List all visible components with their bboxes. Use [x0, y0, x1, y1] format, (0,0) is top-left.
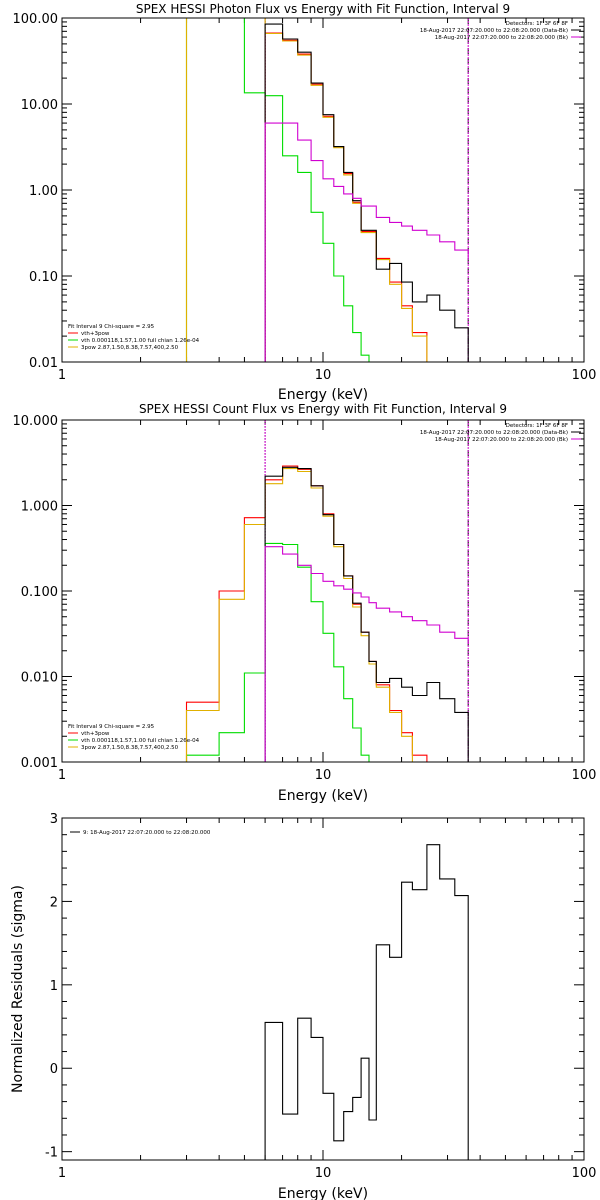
- series-data-bk: [264, 23, 469, 362]
- legend-entry: 3pow 2.87,1.50,8.38,7.57,400,2.50: [81, 745, 179, 751]
- y-tick-label: 2: [50, 895, 58, 910]
- legend-entry: vth 0.000118,1.57,1.00 full chian 1.26e-…: [81, 338, 200, 344]
- x-tick-label: 10: [315, 1166, 332, 1181]
- y-tick-label: 0.01: [29, 356, 58, 371]
- x-axis-label: Energy (keV): [278, 788, 368, 804]
- legend-entry: vth+3pow: [81, 731, 110, 737]
- legend-entry: 18-Aug-2017 22:07:20.000 to 22:08:20.000…: [435, 437, 568, 443]
- series-bk: [264, 122, 469, 362]
- legend-entry: vth+3pow: [81, 331, 110, 337]
- legend-entry: 9: 18-Aug-2017 22:07:20.000 to 22:08:20.…: [83, 830, 211, 836]
- legend-entry: vth 0.000118,1.57,1.00 full chian 1.26e-…: [81, 738, 200, 744]
- legend-entry: Fit Interval 9 Chi-square = 2.95: [68, 324, 155, 330]
- y-tick-label: 1.000: [21, 500, 58, 515]
- series-bk: [264, 546, 469, 762]
- series-9-18-aug-2017-22-07-20-000-to-22-08-20-000: [264, 844, 469, 1160]
- count-flux-panel: SPEX HESSI Count Flux vs Energy with Fit…: [13, 402, 597, 804]
- photon-flux-panel: SPEX HESSI Photon Flux vs Energy with Fi…: [13, 2, 597, 403]
- legend-entry: Detectors: 1F 3F 6F 8F: [506, 423, 568, 429]
- y-tick-label: 0: [50, 1062, 58, 1077]
- x-axis-label: Energy (keV): [278, 387, 368, 403]
- legend-entry: Fit Interval 9 Chi-square = 2.95: [68, 724, 155, 730]
- y-tick-label: 10.000: [13, 414, 59, 429]
- series-3pow: [185, 468, 428, 762]
- chart-title: SPEX HESSI Count Flux vs Energy with Fit…: [139, 402, 507, 416]
- plot-frame: [61, 17, 585, 363]
- legend-entry: 18-Aug-2017 22:07:20.000 to 22:08:20.000…: [420, 430, 568, 436]
- x-tick-label: 1: [58, 368, 66, 383]
- y-tick-label: 10.00: [21, 98, 58, 113]
- x-axis-label: Energy (keV): [278, 1186, 368, 1200]
- series-3pow: [185, 18, 428, 362]
- x-tick-label: 10: [315, 768, 332, 783]
- residuals-panel: Energy (keV) Normalized Residuals (sigma)…: [10, 812, 596, 1200]
- y-tick-label: 0.001: [21, 756, 58, 771]
- legend-entry: 18-Aug-2017 22:07:20.000 to 22:08:20.000…: [420, 28, 568, 34]
- y-tick-label: -1: [45, 1146, 58, 1161]
- series-vth: [185, 542, 370, 762]
- series-vth: [185, 18, 370, 362]
- y-tick-label: 0.010: [21, 671, 58, 686]
- x-tick-label: 100: [572, 768, 597, 783]
- y-tick-label: 1.00: [29, 184, 58, 199]
- legend-entry: Detectors: 1F 3F 6F 8F: [506, 21, 568, 27]
- y-tick-label: 3: [50, 812, 58, 827]
- y-tick-label: 1: [50, 979, 58, 994]
- y-tick-label: 0.10: [29, 270, 58, 285]
- x-tick-label: 10: [315, 368, 332, 383]
- plot-frame: [61, 419, 585, 763]
- x-tick-label: 100: [572, 1166, 597, 1181]
- x-tick-label: 1: [58, 1166, 66, 1181]
- chart-title: SPEX HESSI Photon Flux vs Energy with Fi…: [136, 2, 510, 16]
- series-vth-3pow: [185, 465, 428, 762]
- legend-entry: 18-Aug-2017 22:07:20.000 to 22:08:20.000…: [435, 35, 568, 41]
- y-tick-label: 100.00: [13, 12, 59, 27]
- series-data-bk: [264, 466, 469, 762]
- x-tick-label: 100: [572, 368, 597, 383]
- y-axis-label: Normalized Residuals (sigma): [10, 885, 26, 1093]
- y-tick-label: 0.100: [21, 585, 58, 600]
- plot-frame: [61, 817, 585, 1161]
- legend-entry: 3pow 2.87,1.50,8.38,7.57,400,2.50: [81, 345, 179, 351]
- x-tick-label: 1: [58, 768, 66, 783]
